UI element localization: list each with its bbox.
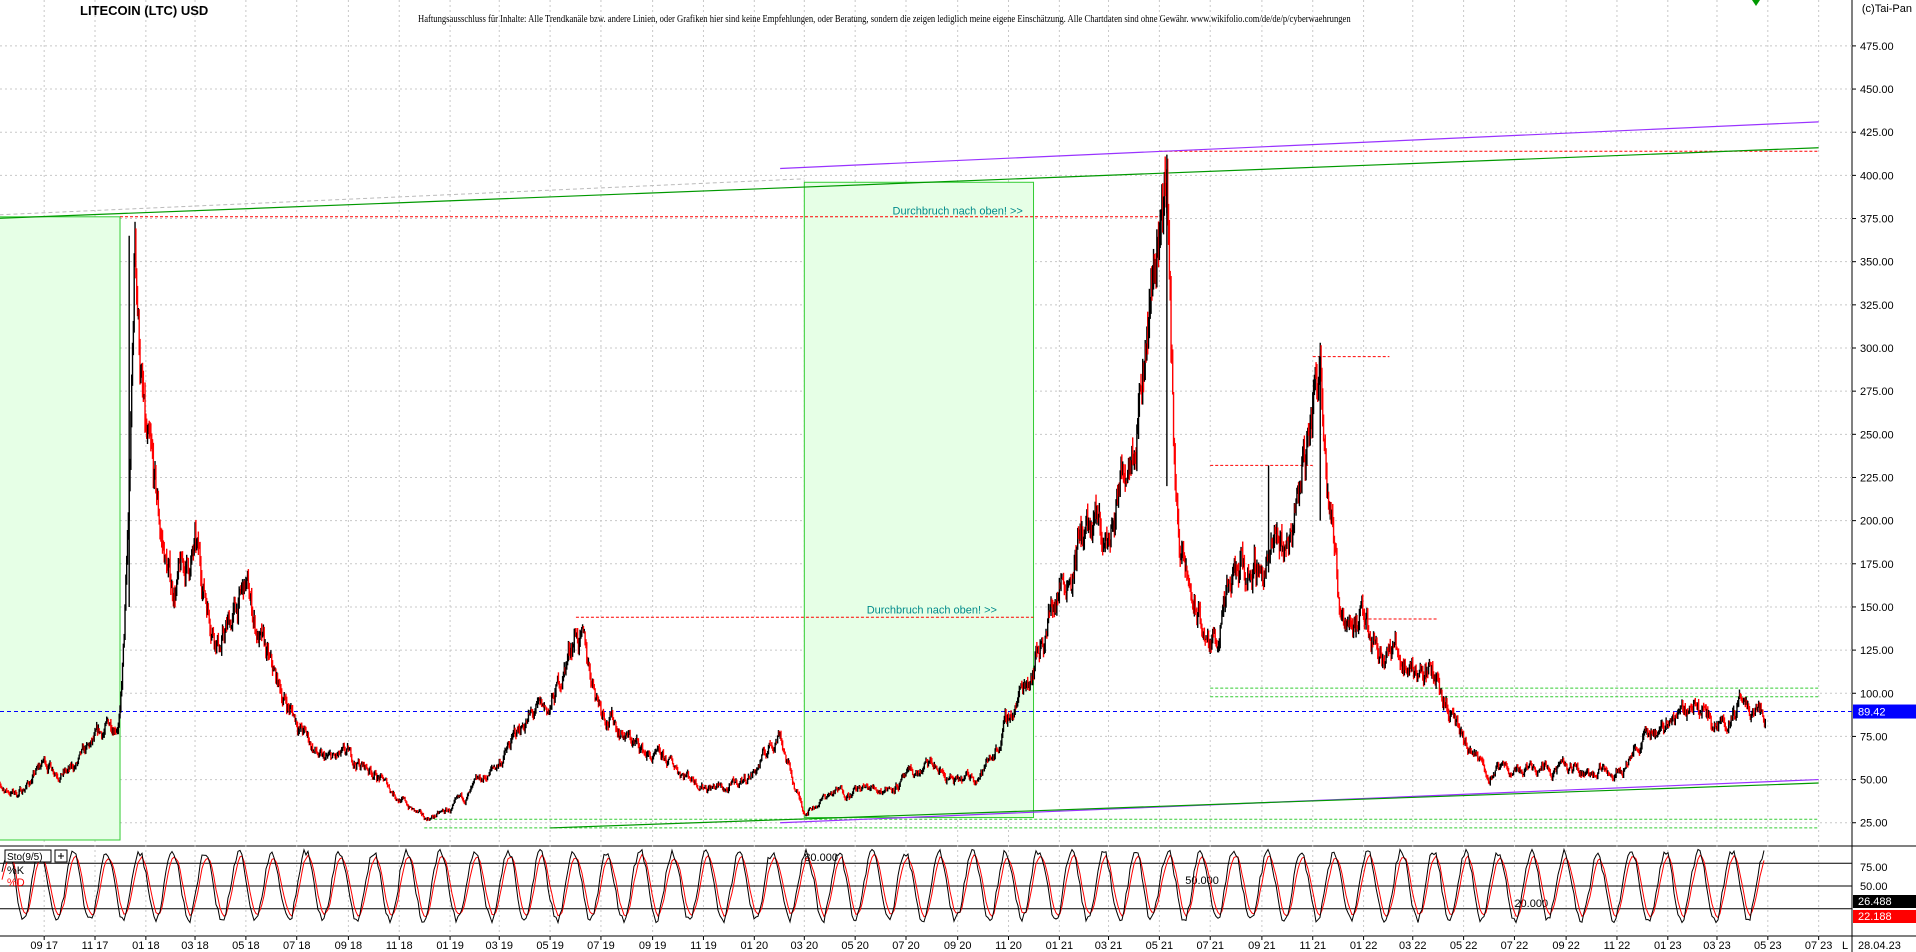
x-tick-label: 01 21	[1046, 940, 1074, 952]
x-tick-label: 05 22	[1450, 940, 1478, 952]
x-tick-label: 01 22	[1350, 940, 1378, 952]
y-tick-label: 150.00	[1860, 602, 1894, 614]
top-marker-icon	[1752, 0, 1760, 6]
stoch-d-value: 22.188	[1858, 911, 1892, 923]
chart-title: LITECOIN (LTC) USD	[80, 3, 209, 18]
x-tick-label: 11 20	[995, 940, 1022, 952]
trend-line	[550, 782, 1819, 829]
x-tick-label: 09 22	[1552, 940, 1580, 952]
x-tick-label: 11 17	[82, 940, 109, 952]
indicator-label: Sto(9/5)	[7, 852, 43, 863]
x-tick-label: 09 20	[944, 940, 972, 952]
stoch-y-label: 75.00	[1860, 862, 1888, 874]
y-tick-label: 375.00	[1860, 214, 1894, 226]
breakout-annotation: Durchbruch nach oben! >>	[867, 604, 997, 616]
stoch-level-label: 80.000	[804, 852, 838, 864]
x-tick-label: 01 23	[1654, 940, 1682, 952]
y-tick-label: 325.00	[1860, 300, 1894, 312]
indicator-label-box	[4, 849, 52, 863]
x-tick-label: 07 22	[1501, 940, 1529, 952]
x-tick-label: 09 18	[335, 940, 363, 952]
y-tick-label: 450.00	[1860, 84, 1894, 96]
y-tick-label: 200.00	[1860, 516, 1894, 528]
x-axis-last-date: 28.04.23	[1858, 940, 1901, 952]
x-tick-label: 07 21	[1196, 940, 1224, 952]
stoch-k-line	[1, 847, 1765, 925]
y-tick-label: 25.00	[1860, 818, 1888, 830]
stoch-d-badge	[1853, 910, 1916, 923]
y-tick-label: 300.00	[1860, 343, 1894, 355]
current-price-badge	[1853, 704, 1916, 719]
stoch-level-label: 50.000	[1185, 875, 1219, 887]
x-tick-label: 11 21	[1299, 940, 1326, 952]
y-tick-label: 175.00	[1860, 559, 1894, 571]
y-tick-label: 475.00	[1860, 41, 1894, 53]
disclaimer-text: Haftungsausschluss für Inhalte: Alle Tre…	[418, 14, 1351, 25]
breakout-box	[803, 181, 1035, 819]
y-tick-label: 50.00	[1860, 775, 1888, 787]
copyright-label: (c)Tai-Pan	[1861, 3, 1912, 15]
stoch-d-line	[1, 853, 1765, 919]
x-tick-label: 01 18	[132, 940, 160, 952]
y-tick-label: 100.00	[1860, 688, 1894, 700]
legend-k: %K	[7, 865, 25, 877]
x-tick-label: 07 23	[1805, 940, 1833, 952]
x-tick-label: 05 19	[536, 940, 564, 952]
trend-line	[780, 121, 1819, 170]
x-tick-label: 09 21	[1248, 940, 1276, 952]
y-tick-label: 225.00	[1860, 472, 1894, 484]
x-axis-end-marker: L	[1842, 940, 1848, 952]
x-tick-label: 11 18	[386, 940, 413, 952]
current-price-label: 89.42	[1858, 707, 1886, 719]
x-tick-label: 03 18	[181, 940, 209, 952]
stoch-k-badge	[1853, 895, 1916, 908]
x-tick-label: 03 23	[1703, 940, 1731, 952]
x-tick-label: 03 21	[1095, 940, 1123, 952]
x-tick-label: 01 19	[436, 940, 464, 952]
x-tick-label: 05 21	[1146, 940, 1174, 952]
breakout-annotation: Durchbruch nach oben! >>	[893, 206, 1023, 218]
x-tick-label: 07 19	[587, 940, 615, 952]
x-tick-label: 03 22	[1399, 940, 1427, 952]
y-tick-label: 75.00	[1860, 731, 1888, 743]
x-tick-label: 05 20	[841, 940, 869, 952]
x-tick-label: 09 19	[639, 940, 667, 952]
trend-line-extension	[0, 178, 805, 216]
stoch-k-value: 26.488	[1858, 896, 1892, 908]
x-tick-label: 03 20	[791, 940, 819, 952]
x-tick-label: 05 18	[232, 940, 260, 952]
x-tick-label: 01 20	[741, 940, 769, 952]
x-tick-label: 03 19	[485, 940, 513, 952]
y-tick-label: 350.00	[1860, 257, 1894, 269]
stoch-y-label: 50.00	[1860, 881, 1888, 893]
x-tick-label: 07 18	[283, 940, 311, 952]
x-tick-label: 11 22	[1604, 940, 1631, 952]
y-tick-label: 425.00	[1860, 127, 1894, 139]
x-tick-label: 09 17	[30, 940, 58, 952]
y-tick-label: 250.00	[1860, 429, 1894, 441]
y-tick-label: 125.00	[1860, 645, 1894, 657]
legend-d: %D	[7, 877, 25, 889]
trend-line	[0, 147, 1819, 219]
y-tick-label: 275.00	[1860, 386, 1894, 398]
x-tick-label: 07 20	[892, 940, 920, 952]
x-tick-label: 11 19	[690, 940, 717, 952]
breakout-box	[0, 216, 121, 841]
x-tick-label: 05 23	[1754, 940, 1782, 952]
y-tick-label: 400.00	[1860, 170, 1894, 182]
